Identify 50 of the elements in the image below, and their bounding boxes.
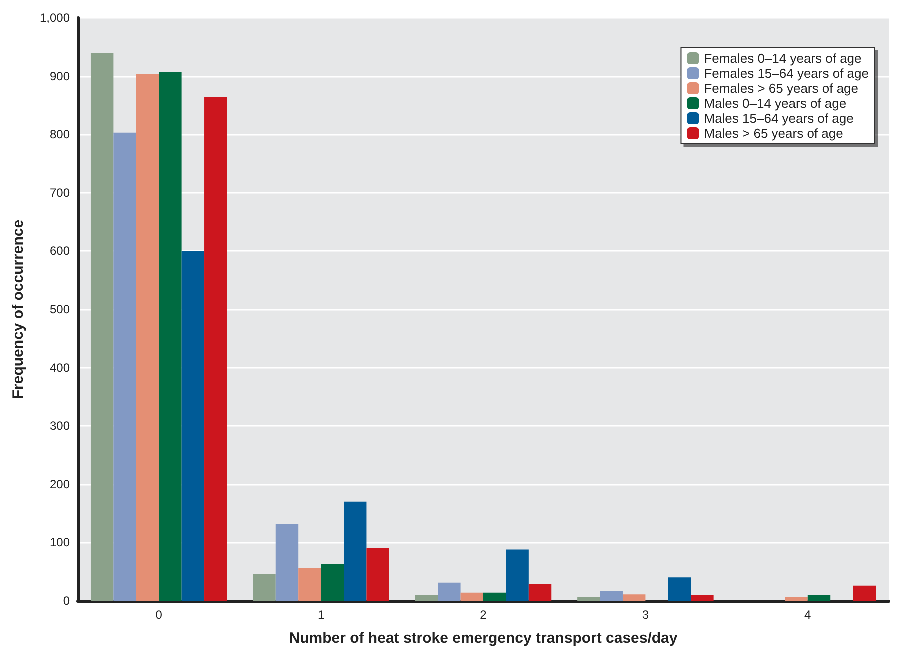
bar <box>600 591 623 601</box>
y-axis-title: Frequency of occurrence <box>10 220 27 400</box>
y-tick-label: 800 <box>50 128 70 142</box>
bar <box>321 564 344 601</box>
bar <box>622 594 646 601</box>
bar <box>114 132 136 601</box>
y-tick-label: 100 <box>50 536 70 550</box>
legend-label: Females 0–14 years of age <box>704 51 862 66</box>
bar <box>298 568 322 601</box>
bar <box>506 550 529 601</box>
x-tick-label: 4 <box>804 608 812 622</box>
x-axis-title: Number of heat stroke emergency transport cases/day <box>289 630 678 647</box>
bar <box>253 574 276 601</box>
legend-label: Males 15–64 years of age <box>704 111 854 126</box>
x-tick-label: 3 <box>642 608 650 622</box>
bar <box>528 584 552 601</box>
bar <box>415 595 438 601</box>
bar <box>204 97 228 601</box>
bar <box>785 598 808 601</box>
y-tick-label: 0 <box>63 594 70 608</box>
bar <box>136 74 160 601</box>
y-tick-label: 900 <box>50 69 70 84</box>
x-tick-label: 1 <box>318 608 325 622</box>
x-tick-label: 0 <box>156 608 163 622</box>
y-tick-label: 300 <box>50 419 70 434</box>
bar <box>668 578 692 601</box>
x-tick-label: 2 <box>480 608 488 622</box>
legend-label: Females > 65 years of age <box>704 81 859 96</box>
bar <box>460 592 484 601</box>
bar <box>438 582 461 601</box>
legend-label: Males 0–14 years of age <box>704 96 847 111</box>
bar <box>366 548 390 601</box>
bar <box>853 586 876 601</box>
y-tick-label: 500 <box>50 302 70 316</box>
bar <box>344 502 367 601</box>
bar <box>691 595 714 601</box>
bar <box>276 524 299 601</box>
legend-label: Females 15–64 years of age <box>704 66 870 81</box>
bar <box>808 595 831 601</box>
bar <box>159 72 182 601</box>
y-tick-label: 200 <box>50 477 70 492</box>
bar <box>182 251 205 601</box>
bar <box>90 52 114 601</box>
y-tick-label: 1,000 <box>40 11 70 25</box>
y-tick-label: 400 <box>50 360 70 375</box>
y-tick-label: 600 <box>50 244 70 258</box>
y-tick-label: 700 <box>50 186 70 200</box>
bar <box>578 598 600 601</box>
bar <box>484 592 506 601</box>
legend-label: Males > 65 years of age <box>704 126 844 141</box>
